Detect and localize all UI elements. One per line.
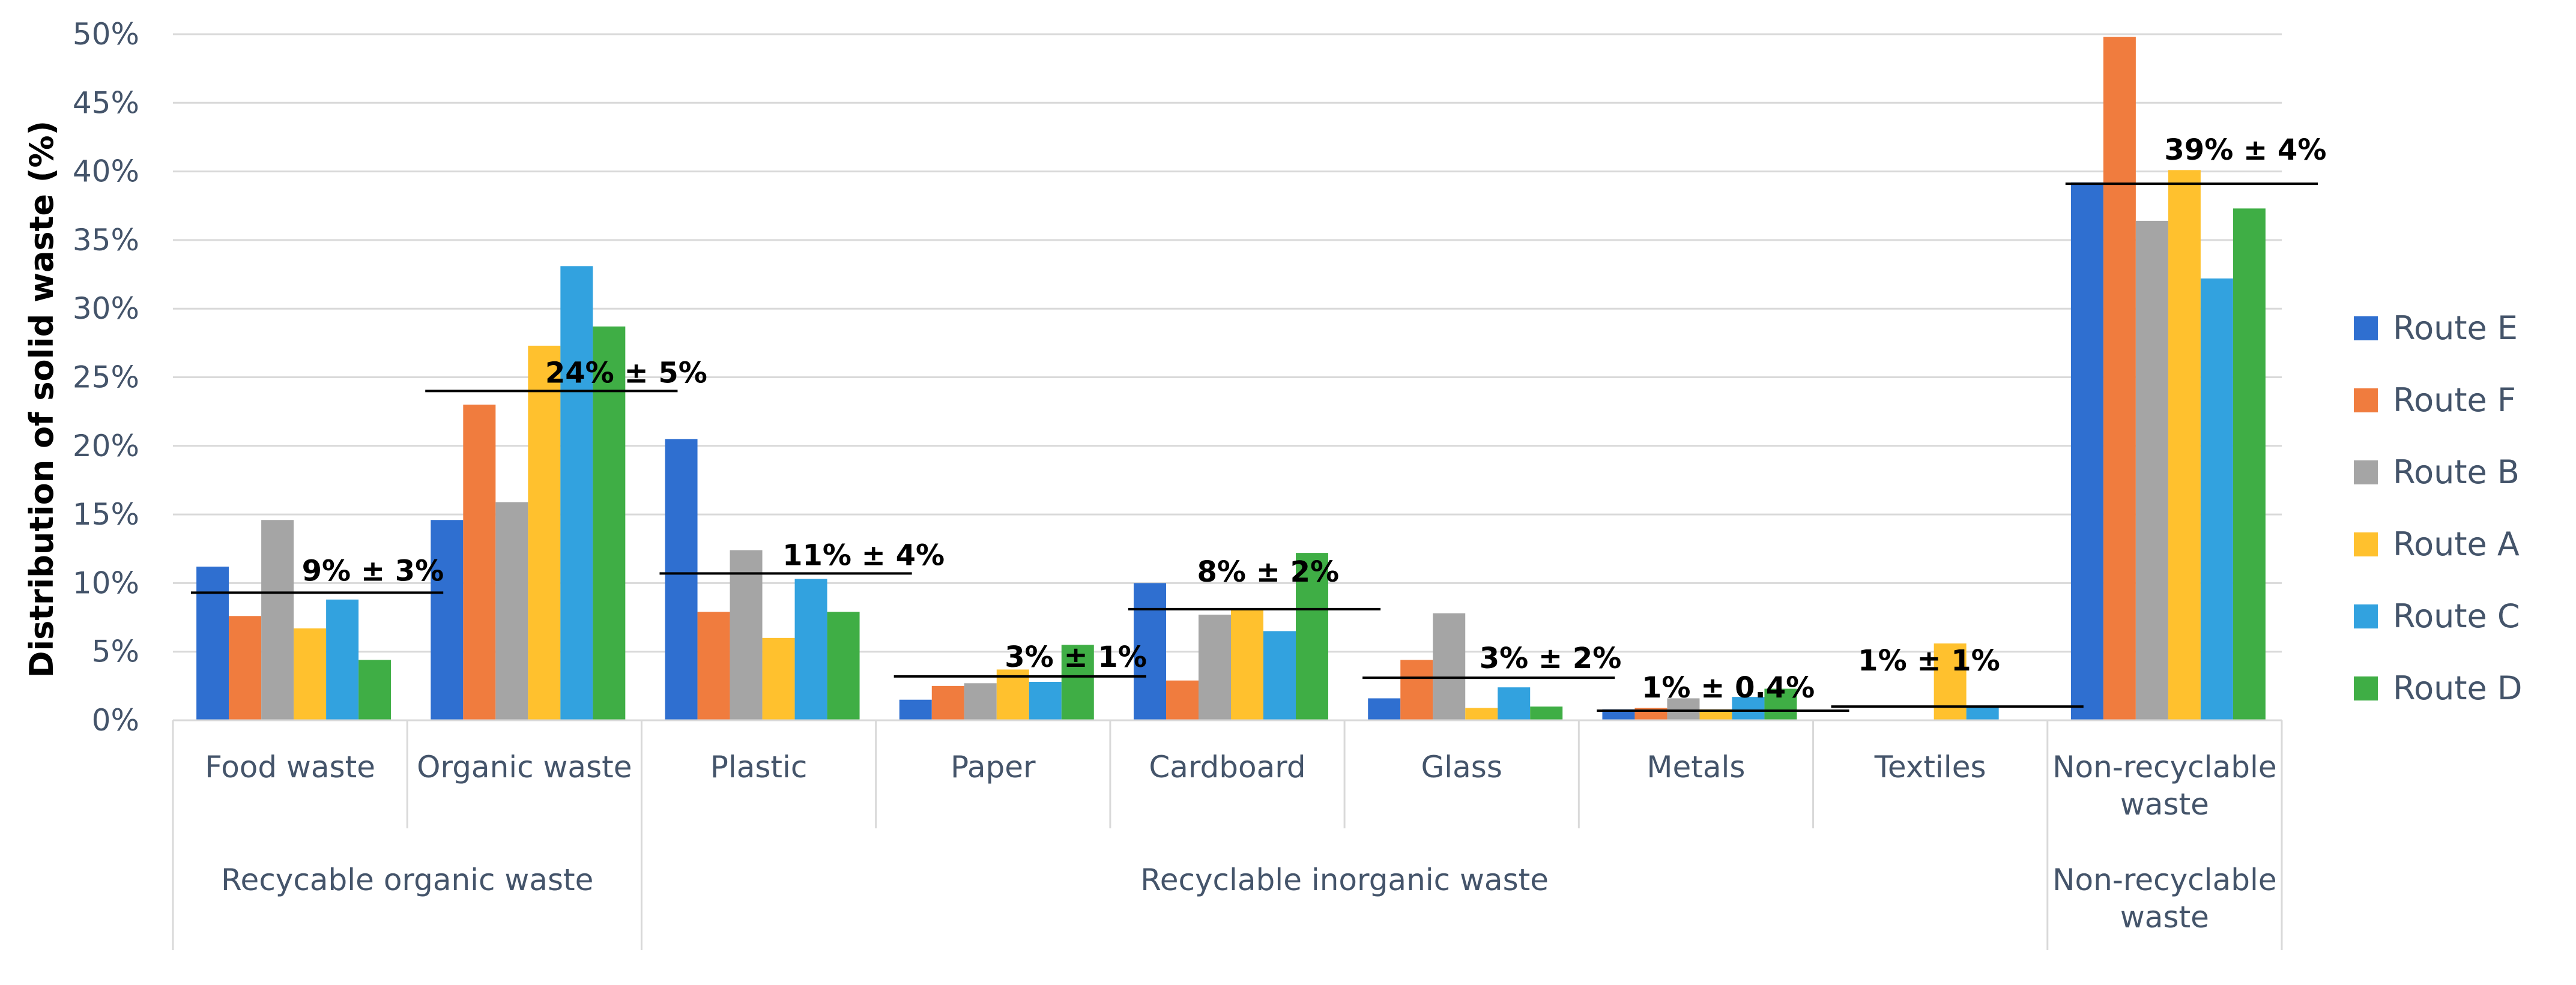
legend-label: Route A	[2393, 525, 2520, 563]
bar	[495, 502, 528, 720]
legend-label: Route F	[2393, 381, 2516, 419]
bar	[229, 616, 262, 720]
group-label: Recyclable inorganic waste	[1140, 863, 1549, 897]
bar	[1368, 698, 1401, 720]
bar	[1498, 687, 1531, 720]
y-tick-label: 20%	[73, 429, 139, 463]
bar	[2233, 208, 2266, 720]
average-label: 39% ± 4%	[2164, 133, 2326, 167]
legend-label: Route E	[2393, 309, 2518, 347]
bar	[964, 683, 997, 720]
average-label: 3% ± 2%	[1480, 642, 1622, 675]
legend-label: Route C	[2393, 597, 2520, 635]
bar	[899, 699, 932, 720]
bar	[665, 439, 698, 720]
bar	[2200, 278, 2233, 721]
legend-swatch	[2354, 388, 2378, 412]
bar	[358, 660, 392, 720]
bar	[1296, 553, 1328, 720]
bar	[431, 520, 464, 720]
bar	[1732, 697, 1765, 720]
bar	[996, 669, 1029, 720]
bar	[1602, 709, 1635, 720]
bar	[560, 266, 593, 721]
average-lines: 9% ± 3% 24% ± 5% 11% ± 4% 3% ± 1% 8% ± 2% 3% …	[191, 133, 2326, 712]
group-label: Non-recyclable waste	[2052, 863, 2276, 935]
bar	[1199, 614, 1231, 720]
category-label: Organic waste	[417, 750, 632, 785]
bar	[762, 637, 795, 720]
bar	[1231, 609, 1263, 720]
category-label: Textiles	[1874, 750, 1986, 785]
average-label: 8% ± 2%	[1197, 555, 1340, 589]
bar	[294, 628, 327, 720]
bar	[2168, 170, 2201, 721]
y-tick-label: 25%	[73, 360, 139, 395]
bar	[1465, 708, 1498, 720]
average-label: 3% ± 1%	[1005, 640, 1147, 674]
bar	[730, 550, 763, 720]
y-tick-label: 5%	[92, 634, 139, 669]
y-tick-label: 0%	[92, 703, 139, 738]
bar	[196, 566, 229, 720]
group-label: Recycable organic waste	[221, 863, 593, 897]
bar	[1699, 709, 1732, 720]
average-label: 1% ± 0.4%	[1642, 671, 1815, 705]
legend-swatch	[2354, 460, 2378, 484]
bar	[2103, 37, 2136, 720]
category-label: Non-recyclable waste	[2052, 750, 2276, 822]
legend-label: Route B	[2393, 453, 2520, 491]
legend-swatch	[2354, 604, 2378, 628]
bar	[1263, 631, 1296, 720]
bar	[1667, 698, 1700, 720]
average-label: 9% ± 3%	[302, 554, 444, 588]
bar	[1530, 706, 1563, 720]
legend-swatch	[2354, 532, 2378, 556]
y-tick-label: 35%	[73, 223, 139, 258]
bar	[794, 579, 827, 720]
average-label: 24% ± 5%	[545, 356, 707, 390]
bar	[1029, 681, 1062, 720]
average-label: 1% ± 1%	[1858, 644, 2000, 678]
average-label: 11% ± 4%	[782, 538, 945, 572]
category-label: Paper	[951, 750, 1036, 785]
bar	[697, 612, 730, 720]
bar	[463, 405, 496, 720]
bar	[2135, 220, 2168, 720]
category-label: Metals	[1646, 750, 1745, 785]
category-label: Cardboard	[1149, 750, 1305, 785]
bar	[1433, 613, 1466, 720]
bar	[931, 685, 964, 720]
y-axis-label: Distribution of solid waste (%)	[23, 121, 61, 678]
bar	[1061, 645, 1094, 720]
y-axis-ticks: 0% 5% 10% 15% 20% 25% 30% 35% 40% 45% 50%	[73, 17, 139, 738]
bar	[1764, 688, 1797, 720]
bar	[1166, 680, 1199, 720]
legend: Route E Route F Route B Route A Route C Route…	[2354, 309, 2523, 707]
bar	[326, 599, 359, 720]
bar	[1966, 706, 1999, 720]
category-label: Glass	[1421, 750, 1502, 785]
bar	[1400, 660, 1433, 720]
y-tick-label: 40%	[73, 154, 139, 189]
bar	[261, 520, 294, 720]
legend-label: Route D	[2393, 669, 2523, 707]
bar	[1134, 583, 1166, 720]
bar	[528, 345, 561, 720]
legend-swatch	[2354, 316, 2378, 340]
category-label: Food waste	[205, 750, 375, 785]
bars	[196, 37, 2266, 721]
legend-swatch	[2354, 676, 2378, 700]
y-tick-label: 10%	[73, 565, 139, 600]
bar	[2070, 182, 2103, 720]
y-tick-label: 15%	[73, 497, 139, 532]
y-tick-label: 50%	[73, 17, 139, 52]
bar	[827, 612, 860, 720]
y-tick-label: 30%	[73, 291, 139, 326]
y-tick-label: 45%	[73, 85, 139, 120]
category-label: Plastic	[710, 750, 808, 785]
x-axis-table: Food waste Organic waste Plastic Paper Cardb…	[172, 719, 2283, 950]
